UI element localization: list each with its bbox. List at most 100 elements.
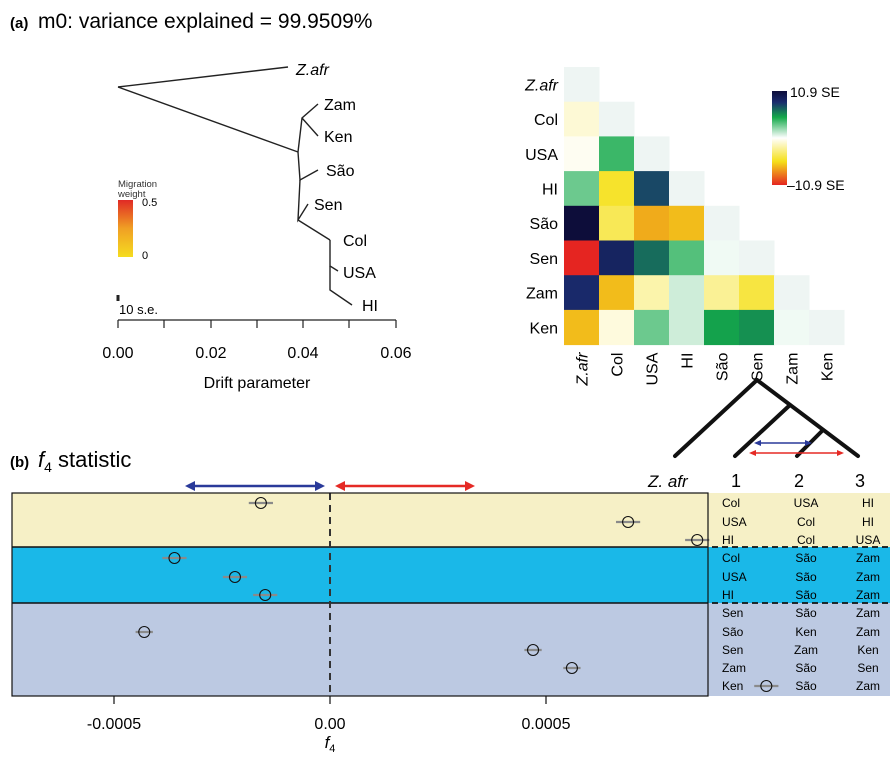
heatmap-cell-7-5 — [739, 309, 775, 346]
heatmap-cell-6-6 — [774, 275, 810, 311]
tip-ken: Ken — [324, 129, 352, 146]
heatmap-cell-1-0 — [564, 101, 600, 137]
heatmap-cell-5-0 — [564, 240, 600, 276]
heatmap-cell-7-4 — [704, 309, 740, 346]
f4-tick-label: -0.0005 — [87, 716, 141, 733]
quartet-row-9-c2: São — [795, 661, 817, 675]
heatmap-col-label: Zam — [785, 353, 802, 385]
heatmap-row-label: Zam — [526, 286, 558, 303]
quartet-row-1-c1: USA — [722, 515, 747, 529]
heatmap-cell-4-0 — [564, 205, 600, 241]
quartet-row-10-c2: São — [795, 679, 817, 693]
quartet-row-3-c3: Zam — [856, 551, 880, 565]
residual-heatmap: Z.afr Col USA HI São Sen Zam Ken Z.afr Col USA HI S… — [524, 67, 845, 386]
heatmap-cell-3-2 — [634, 171, 670, 207]
quartet-row-3-c2: São — [795, 551, 817, 565]
f4-point — [622, 515, 635, 529]
branch-zafr — [117, 66, 289, 88]
quartet-row-4-c2: São — [795, 570, 817, 584]
heatmap-row-label: Sen — [530, 251, 558, 268]
branch-usa — [329, 240, 339, 272]
branch-hi — [329, 266, 353, 306]
branch-sen — [297, 179, 309, 223]
migration-legend-title-2: weight — [117, 189, 146, 200]
branch-ingroup — [117, 86, 299, 153]
heatmap-cell-7-3 — [669, 309, 705, 346]
heatmap-cell-7-1 — [599, 309, 635, 346]
f4-point — [526, 643, 540, 657]
quartet-arrows — [749, 440, 844, 456]
heatmap-cell-1-1 — [599, 101, 635, 137]
se-colorbar-min: –10.9 SE — [787, 177, 845, 193]
drift-tick-0: 0.00 — [102, 345, 133, 362]
tip-zafr: Z.afr — [295, 62, 330, 79]
drift-tick-1: 0.02 — [195, 345, 226, 362]
f4-plot: Col USA HI USA Col HI HI Col USA Col São Zam USA São Z… — [11, 492, 890, 733]
quartet-row-8-c3: Ken — [857, 643, 878, 657]
quartet-row-6-c1: Sen — [722, 606, 743, 620]
quartet-header-3: 3 — [855, 471, 865, 491]
tip-usa: USA — [343, 265, 376, 282]
branch-col — [297, 219, 331, 241]
f4-plot-frame — [11, 492, 709, 697]
quartet-row-4-c1: USA — [722, 570, 747, 584]
f4-group-band — [12, 603, 890, 696]
quartet-schematic — [673, 378, 860, 458]
f4-point — [565, 661, 578, 675]
f4-point — [259, 588, 272, 602]
quartet-row-7-c1: São — [722, 625, 744, 639]
quartet-row-6-c3: Zam — [856, 606, 880, 620]
heatmap-col-label: Z.afr — [575, 352, 592, 387]
quartet-row-9-c1: Zam — [722, 661, 746, 675]
quartet-row-2-c1: HI — [722, 533, 734, 547]
heatmap-cell-6-5 — [739, 275, 775, 311]
f4-group-band — [12, 547, 890, 603]
quartet-header-2: 2 — [794, 471, 804, 491]
panel-b-label: (b) — [10, 454, 29, 471]
tip-sao: São — [326, 163, 355, 180]
heatmap-row-label: HI — [542, 181, 558, 198]
heatmap-col-label: Ken — [820, 353, 837, 381]
f4-axis-label: f4 — [325, 733, 336, 755]
heatmap-cell-5-4 — [704, 240, 740, 276]
heatmap-row-label: Z.afr — [524, 77, 559, 94]
drift-tick-3: 0.06 — [380, 345, 411, 362]
drift-tick-2: 0.04 — [287, 345, 318, 362]
quartet-row-1-c2: Col — [797, 515, 815, 529]
migration-legend-title-1: Migration — [118, 179, 157, 190]
quartet-row-0-c1: Col — [722, 496, 740, 510]
migration-legend-max: 0.5 — [142, 197, 157, 209]
f4-tick-label: 0.00 — [314, 716, 345, 733]
heatmap-cell-3-0 — [564, 171, 600, 207]
f4-point — [168, 551, 181, 565]
heatmap-cell-6-2 — [634, 275, 670, 311]
quartet-row-2-c2: Col — [797, 533, 815, 547]
heatmap-cell-2-1 — [599, 136, 635, 172]
heatmap-cell-7-7 — [809, 309, 845, 346]
heatmap-col-label: Col — [610, 353, 627, 377]
quartet-row-2-c3: USA — [856, 533, 881, 547]
heatmap-cell-6-0 — [564, 275, 600, 311]
f4-point — [691, 533, 704, 547]
quartet-row-10-c3: Zam — [856, 679, 880, 693]
heatmap-row-label: Col — [534, 112, 558, 129]
quartet-row-7-c2: Ken — [795, 625, 816, 639]
heatmap-col-label: Sen — [750, 353, 767, 381]
heatmap-cell-6-1 — [599, 275, 635, 311]
quartet-row-10-c1: Ken — [722, 679, 743, 693]
heatmap-row-label: Ken — [530, 320, 558, 337]
scale-bar-label: 10 s.e. — [119, 302, 158, 317]
heatmap-col-label: São — [715, 352, 732, 381]
quartet-row-0-c2: USA — [794, 496, 819, 510]
heatmap-cell-6-4 — [704, 275, 740, 311]
heatmap-cell-4-1 — [599, 205, 635, 241]
panel-b-title: f4 statistic — [38, 447, 131, 475]
heatmap-cell-3-1 — [599, 171, 635, 207]
quartet-row-5-c1: HI — [722, 588, 734, 602]
heatmap-cell-5-1 — [599, 240, 635, 276]
f4-tick-label: 0.0005 — [522, 716, 571, 733]
quartet-header-1: 1 — [731, 471, 741, 491]
heatmap-cell-3-3 — [669, 171, 705, 207]
heatmap-col-label: USA — [645, 352, 662, 385]
